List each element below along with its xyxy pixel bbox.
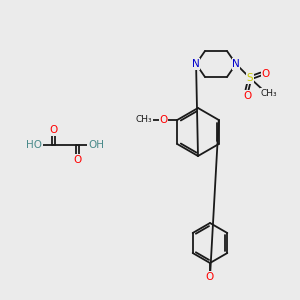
Text: O: O (49, 125, 57, 135)
Text: N: N (232, 59, 240, 69)
Text: O: O (206, 272, 214, 282)
Text: N: N (192, 59, 200, 69)
Text: HO: HO (26, 140, 42, 150)
Text: OH: OH (88, 140, 104, 150)
Text: O: O (73, 155, 81, 165)
Text: CH₃: CH₃ (136, 116, 152, 124)
Text: O: O (262, 69, 270, 79)
Text: CH₃: CH₃ (261, 88, 277, 98)
Text: S: S (247, 73, 253, 83)
Text: O: O (243, 91, 251, 101)
Text: O: O (159, 115, 167, 125)
